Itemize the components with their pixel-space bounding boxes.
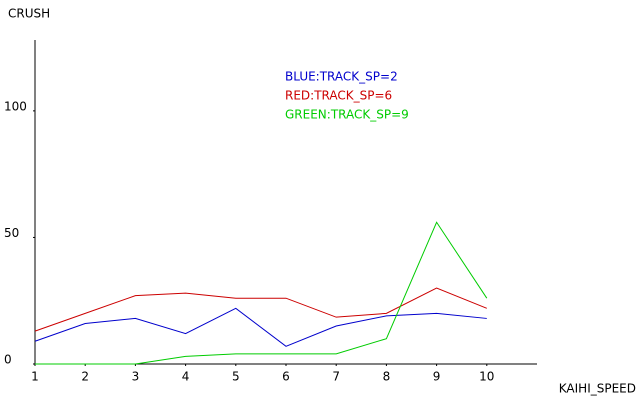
x-tick-label: 1 bbox=[31, 370, 39, 384]
x-tick-label: 6 bbox=[282, 370, 290, 384]
x-tick-label: 5 bbox=[232, 370, 240, 384]
series-line bbox=[34, 287, 487, 332]
y-tick-label: 100 bbox=[4, 99, 27, 113]
legend-entry: RED:TRACK_SP=6 bbox=[285, 89, 392, 103]
x-tick-label: 7 bbox=[332, 370, 340, 384]
x-tick-label: 9 bbox=[433, 370, 441, 384]
y-tick-label: 0 bbox=[4, 353, 12, 367]
x-tick-label: 8 bbox=[383, 370, 391, 384]
legend-entry: BLUE:TRACK_SP=2 bbox=[285, 70, 398, 84]
y-axis-label: CRUSH bbox=[8, 7, 50, 21]
legend-entry: GREEN:TRACK_SP=9 bbox=[285, 108, 409, 122]
x-tick-label: 3 bbox=[132, 370, 140, 384]
y-tick-label: 50 bbox=[4, 226, 19, 240]
series-line bbox=[34, 307, 487, 347]
x-tick-label: 10 bbox=[479, 370, 494, 384]
x-axis-label: KAIHI_SPEED bbox=[559, 382, 636, 396]
series-line bbox=[35, 221, 488, 365]
x-tick-label: 4 bbox=[182, 370, 190, 384]
x-tick-label: 2 bbox=[81, 370, 89, 384]
